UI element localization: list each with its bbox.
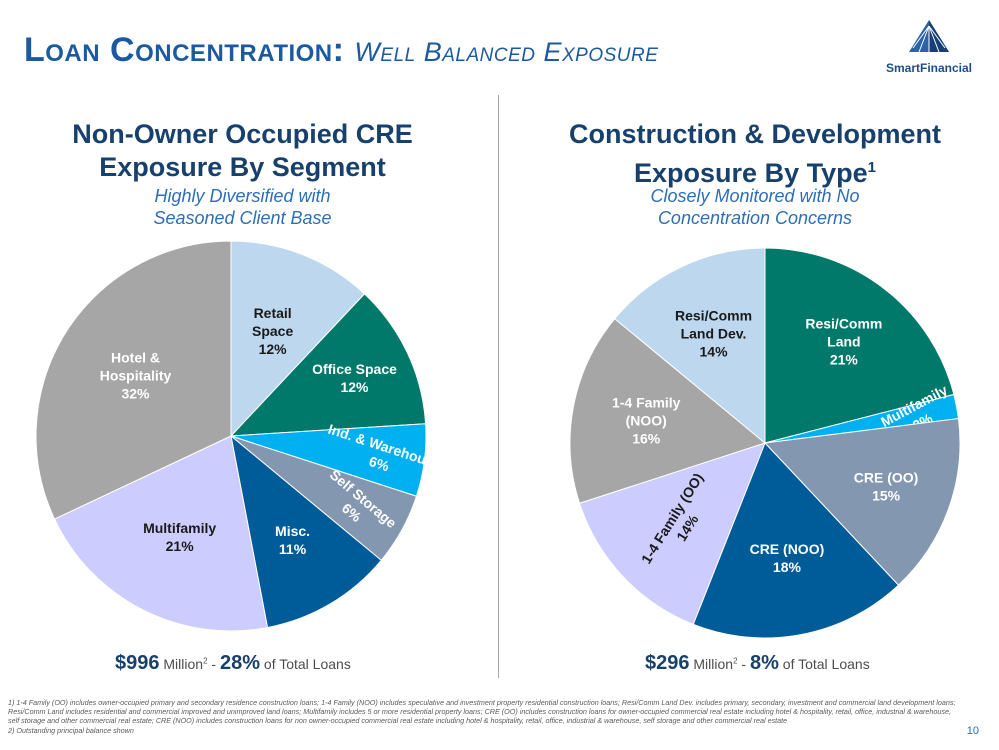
pie-label-line: 12% xyxy=(340,379,369,395)
pie-slice-office-space xyxy=(229,293,427,437)
left-total-amount: $996 xyxy=(115,652,160,674)
pie-label-line: CRE (OO) xyxy=(854,470,919,486)
left-chart-title: Non-Owner Occupied CRE Exposure By Segme… xyxy=(40,118,445,184)
page-number: 10 xyxy=(966,725,979,737)
left-total-footnote-ref: 2 xyxy=(203,656,208,666)
left-chart-subtitle-line: Highly Diversified with xyxy=(154,186,331,206)
left-chart-subtitle: Highly Diversified with Seasoned Client … xyxy=(40,185,445,229)
pie-label-line: 15% xyxy=(872,488,901,504)
pie-slice-resi-comm-land-dev xyxy=(614,247,766,445)
left-total-percent: 28% xyxy=(219,652,261,674)
pie-label-line: 16% xyxy=(632,430,661,446)
right-chart-title-line: Exposure By Type xyxy=(634,158,868,188)
footnote-1: 1) 1-4 Family (OO) includes owner-occupi… xyxy=(8,698,956,726)
left-total-unit: Million xyxy=(163,656,204,672)
left-chart-subtitle-line: Seasoned Client Base xyxy=(153,208,332,228)
page-title-main: Loan Concentration: xyxy=(24,31,345,69)
pie-label-line: 6% xyxy=(367,453,392,475)
right-total-percent: 8% xyxy=(749,652,779,674)
pie-label-line: (NOO) xyxy=(626,412,667,428)
page-title-sub: Well Balanced Exposure xyxy=(354,37,659,67)
footnotes: 1) 1-4 Family (OO) includes owner-occupi… xyxy=(8,698,963,735)
pie-label-line: Resi/Comm xyxy=(675,308,752,324)
right-chart-subtitle-line: Concentration Concerns xyxy=(657,208,853,228)
logo-text: SmartFinancial xyxy=(885,61,973,75)
pie-label-line: 18% xyxy=(773,559,802,575)
pie-label: 1-4 Family (NOO) 16% xyxy=(612,394,681,446)
pie-label-line: 12% xyxy=(259,341,288,357)
pie-slice-1-4-family-noo xyxy=(569,317,767,504)
left-chart-total: $996 Million2 - 28% of Total Loans xyxy=(115,652,351,675)
pie-label-line: 21% xyxy=(166,538,195,554)
right-total-footnote-ref: 2 xyxy=(733,656,738,666)
right-total-sep: - xyxy=(741,656,747,672)
right-chart-title-line-2: Exposure By Type1 xyxy=(540,151,970,190)
mountain-star-logo-icon xyxy=(909,20,949,53)
pie-slice-retail-space xyxy=(230,240,366,438)
pie-slice-resi-comm-land xyxy=(764,247,955,444)
right-chart-subtitle: Closely Monitored with No Concentration … xyxy=(540,185,970,229)
pie-label-line: Office Space xyxy=(312,361,397,377)
page-title: Loan Concentration: Well Balanced Exposu… xyxy=(24,30,658,72)
left-total-sep: - xyxy=(211,656,217,672)
pie-label: Office Space 12% xyxy=(312,361,397,395)
pie-label-line: Misc. xyxy=(275,523,310,539)
left-chart-title-line: Exposure By Segment xyxy=(99,152,386,182)
pie-label-line: Hospitality xyxy=(100,367,172,383)
pie-label-line: Multifamily xyxy=(143,520,216,536)
panel-divider xyxy=(498,95,499,678)
pie-label: Multifamily 21% xyxy=(143,520,216,554)
pie-label-line: Land Dev. xyxy=(681,326,747,342)
pie-slice-multifamily xyxy=(53,435,269,632)
right-chart-title: Construction & Development Exposure By T… xyxy=(540,118,970,190)
pie-slice-misc xyxy=(230,434,382,629)
pie-label: Misc. 11% xyxy=(275,523,310,557)
left-chart-title-line: Non-Owner Occupied CRE xyxy=(72,119,413,149)
right-total-amount: $296 xyxy=(645,652,690,674)
right-chart-total: $296 Million2 - 8% of Total Loans xyxy=(645,652,870,675)
pie-label: CRE (OO) 15% xyxy=(854,470,919,504)
footnote-2: 2) Outstanding principal balance shown xyxy=(8,725,134,735)
pie-label-line: Hotel & xyxy=(111,349,160,365)
pie-label-line: Retail xyxy=(254,305,292,321)
right-total-suffix: of Total Loans xyxy=(782,656,870,672)
company-logo: SmartFinancial xyxy=(879,18,979,75)
pie-slice-hotel-hospitality xyxy=(35,240,232,520)
pie-label-line: Land xyxy=(827,333,860,349)
pie-label-line: Resi/Comm xyxy=(805,315,882,331)
pie-label: Resi/Comm Land 21% xyxy=(805,315,882,367)
pie-slice-cre-noo xyxy=(692,442,900,639)
pie-label-line: Space xyxy=(252,323,293,339)
right-pie-chart: Resi/Comm Land 21%Multifamily2%CRE (OO) 15%… xyxy=(569,247,961,639)
pie-label: Resi/Comm Land Dev. 14% xyxy=(675,308,752,360)
pie-label: Hotel & Hospitality 32% xyxy=(100,349,172,401)
pie-label-line: 1-4 Family xyxy=(612,394,681,410)
right-total-unit: Million xyxy=(693,656,734,672)
left-total-suffix: of Total Loans xyxy=(263,656,351,672)
pie-label-line: 32% xyxy=(121,385,150,401)
pie-label: CRE (NOO) 18% xyxy=(750,541,825,575)
pie-label-line: CRE (NOO) xyxy=(750,541,825,557)
pie-label-line: 21% xyxy=(830,351,859,367)
pie-label-line: 11% xyxy=(279,541,307,557)
pie-label: Retail Space 12% xyxy=(252,305,293,357)
pie-label-line: 14% xyxy=(700,344,729,360)
pie-slice-cre-oo xyxy=(763,418,961,586)
left-pie-chart: Retail Space 12%Office Space 12%Ind. & Ware… xyxy=(35,240,435,632)
right-chart-title-line: Construction & Development xyxy=(568,119,942,149)
right-chart-subtitle-line: Closely Monitored with No xyxy=(650,186,860,206)
right-chart-title-footnote-ref: 1 xyxy=(867,159,876,176)
